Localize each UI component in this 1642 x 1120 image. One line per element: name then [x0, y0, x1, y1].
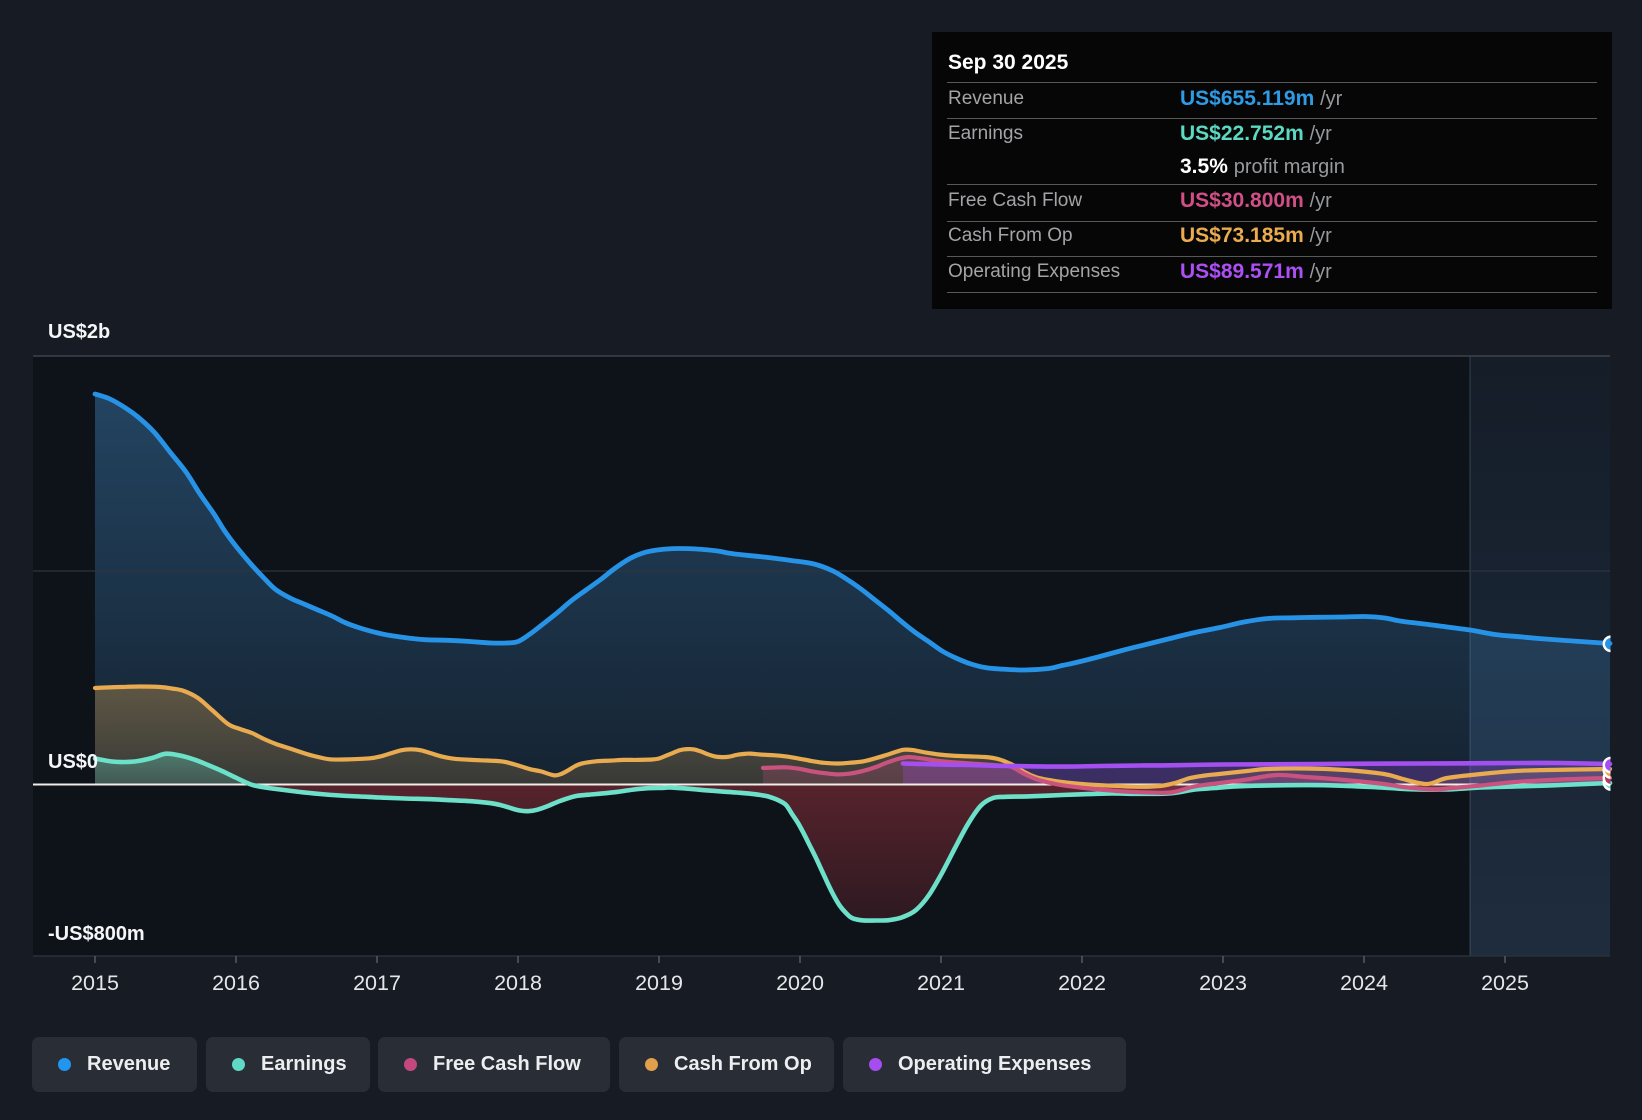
- svg-text:2018: 2018: [494, 971, 542, 995]
- svg-text:US$0: US$0: [48, 751, 98, 773]
- svg-text:2025: 2025: [1481, 971, 1529, 995]
- svg-text:2021: 2021: [917, 971, 965, 995]
- svg-text:2017: 2017: [353, 971, 401, 995]
- svg-text:US$2b: US$2b: [48, 321, 110, 343]
- svg-text:2020: 2020: [776, 971, 824, 995]
- svg-text:2015: 2015: [71, 971, 119, 995]
- svg-text:2023: 2023: [1199, 971, 1247, 995]
- svg-text:-US$800m: -US$800m: [48, 923, 145, 945]
- svg-text:2024: 2024: [1340, 971, 1388, 995]
- svg-text:2019: 2019: [635, 971, 683, 995]
- svg-text:2022: 2022: [1058, 971, 1106, 995]
- svg-text:2016: 2016: [212, 971, 260, 995]
